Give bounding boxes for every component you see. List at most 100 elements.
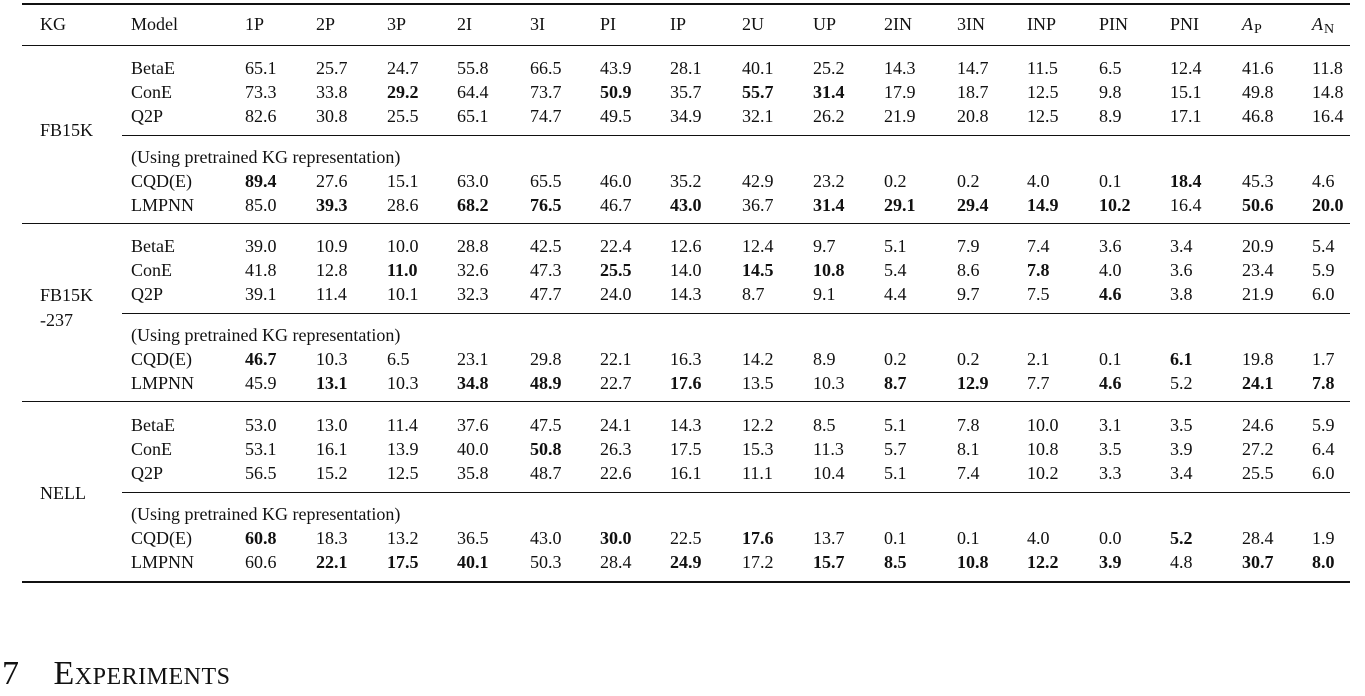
column-header: PIN [1099,14,1129,34]
header-base-letter: A [1312,14,1323,34]
metric-value: 0.1 [1099,171,1122,191]
metric-value: 7.7 [1027,373,1050,393]
metric-value: 17.6 [742,528,774,548]
metric-value: 16.3 [670,349,702,369]
metric-value: 14.8 [1312,82,1344,102]
table-top-rule [22,3,1350,5]
metric-value: 27.2 [1242,439,1274,459]
metric-value: 43.0 [670,195,702,215]
metric-value: 17.5 [387,552,419,572]
kg-label: -237 [40,310,73,330]
column-header: UP [813,14,837,34]
metric-value: 28.1 [670,58,702,78]
metric-value: 7.4 [1027,236,1050,256]
metric-value: 29.2 [387,82,419,102]
metric-value: 40.0 [457,439,489,459]
metric-value: 46.7 [600,195,632,215]
metric-value: 12.5 [1027,106,1059,126]
metric-value: 7.4 [957,463,980,483]
metric-value: 6.5 [1099,58,1122,78]
metric-value: 14.5 [742,260,774,280]
column-header: 2IN [884,14,912,34]
metric-value: 13.1 [316,373,348,393]
metric-value: 53.1 [245,439,277,459]
metric-value: 25.2 [813,58,845,78]
metric-value: 14.9 [1027,195,1059,215]
metric-value: 5.1 [884,415,907,435]
metric-value: 0.2 [957,349,980,369]
column-header: 3P [387,14,407,34]
metric-value: 22.1 [600,349,632,369]
metric-value: 11.0 [387,260,418,280]
metric-value: 24.9 [670,552,702,572]
model-name: Q2P [131,463,164,483]
metric-value: 3.5 [1170,415,1193,435]
metric-value: 36.7 [742,195,774,215]
metric-value: 9.7 [813,236,836,256]
metric-value: 7.8 [1312,373,1335,393]
metric-value: 10.1 [387,284,419,304]
metric-value: 31.4 [813,195,845,215]
metric-value: 35.8 [457,463,489,483]
metric-value: 43.9 [600,58,632,78]
metric-value: 25.5 [600,260,632,280]
metric-value: 48.9 [530,373,562,393]
metric-value: 13.5 [742,373,774,393]
metric-value: 41.6 [1242,58,1274,78]
metric-value: 15.3 [742,439,774,459]
metric-value: 5.9 [1312,415,1335,435]
column-header: 1P [245,14,265,34]
metric-value: 5.1 [884,236,907,256]
column-header-an: AN [1312,12,1334,39]
metric-value: 6.5 [387,349,410,369]
metric-value: 18.4 [1170,171,1202,191]
metric-value: 15.7 [813,552,845,572]
metric-value: 46.7 [245,349,277,369]
metric-value: 28.6 [387,195,419,215]
subgroup-rule [122,313,1350,314]
metric-value: 10.2 [1099,195,1131,215]
metric-value: 9.8 [1099,82,1122,102]
metric-value: 12.4 [1170,58,1202,78]
metric-value: 76.5 [530,195,562,215]
metric-value: 47.3 [530,260,562,280]
metric-value: 29.8 [530,349,562,369]
metric-value: 8.5 [813,415,836,435]
metric-value: 10.0 [387,236,419,256]
metric-value: 10.2 [1027,463,1059,483]
metric-value: 65.1 [245,58,277,78]
metric-value: 8.6 [957,260,980,280]
metric-value: 46.8 [1242,106,1274,126]
metric-value: 7.5 [1027,284,1050,304]
metric-value: 18.3 [316,528,348,548]
metric-value: 34.9 [670,106,702,126]
metric-value: 28.4 [600,552,632,572]
column-header: 2P [316,14,336,34]
metric-value: 5.9 [1312,260,1335,280]
metric-value: 11.8 [1312,58,1343,78]
metric-value: 15.1 [1170,82,1202,102]
metric-value: 14.2 [742,349,774,369]
metric-value: 4.0 [1027,171,1050,191]
metric-value: 41.8 [245,260,277,280]
metric-value: 21.9 [1242,284,1274,304]
metric-value: 30.7 [1242,552,1274,572]
metric-value: 13.9 [387,439,419,459]
metric-value: 3.9 [1099,552,1122,572]
model-name: ConE [131,260,173,280]
metric-value: 82.6 [245,106,277,126]
metric-value: 15.1 [387,171,419,191]
header-base-letter: A [1242,14,1253,34]
metric-value: 4.6 [1099,284,1122,304]
metric-value: 3.3 [1099,463,1122,483]
metric-value: 20.9 [1242,236,1274,256]
metric-value: 10.3 [813,373,845,393]
metric-value: 42.9 [742,171,774,191]
metric-value: 50.3 [530,552,562,572]
metric-value: 32.6 [457,260,489,280]
kg-label: FB15K [40,120,94,140]
metric-value: 35.2 [670,171,702,191]
metric-value: 3.6 [1170,260,1193,280]
header-subscript: N [1324,22,1335,37]
metric-value: 4.6 [1312,171,1335,191]
